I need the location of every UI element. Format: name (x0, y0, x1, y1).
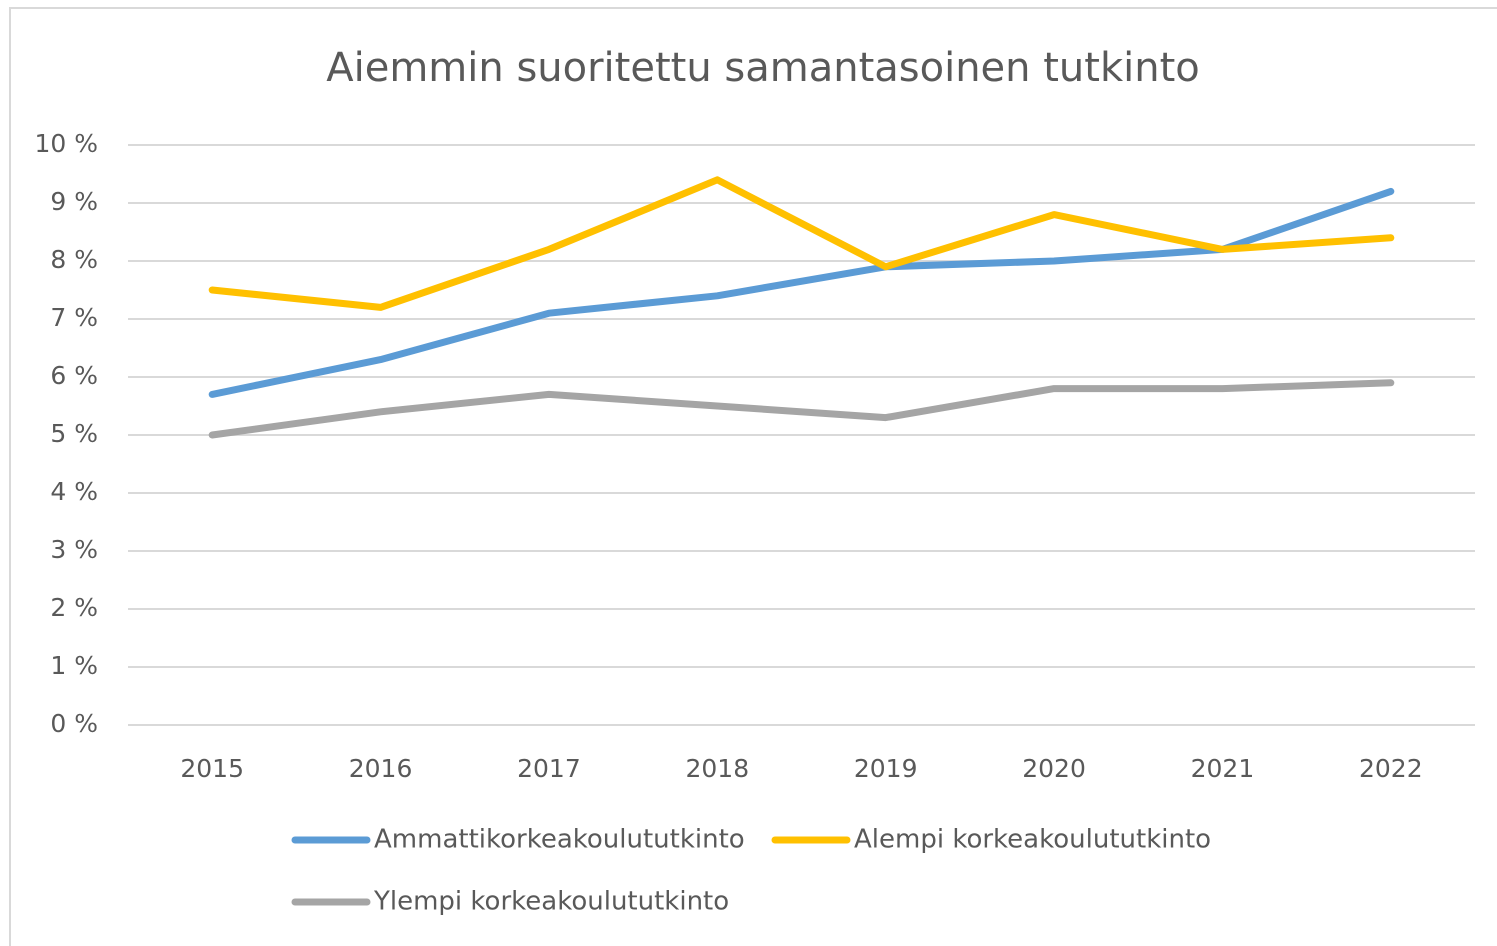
y-tick-label: 8 % (50, 245, 98, 274)
x-tick-label: 2018 (686, 754, 750, 783)
y-tick-label: 10 % (34, 129, 98, 158)
x-tick-label: 2020 (1022, 754, 1086, 783)
x-tick-label: 2019 (854, 754, 918, 783)
y-tick-label: 0 % (50, 709, 98, 738)
legend-label: Ammattikorkeakoulututkinto (374, 825, 745, 855)
y-tick-label: 2 % (50, 593, 98, 622)
x-tick-label: 2016 (349, 754, 413, 783)
y-tick-label: 6 % (50, 361, 98, 390)
x-tick-label: 2022 (1359, 754, 1423, 783)
x-tick-label: 2017 (517, 754, 581, 783)
chart-frame (9, 7, 1497, 946)
y-tick-label: 3 % (50, 535, 98, 564)
y-tick-label: 4 % (50, 477, 98, 506)
chart-title: Aiemmin suoritettu samantasoinen tutkint… (326, 45, 1199, 91)
y-tick-label: 5 % (50, 419, 98, 448)
series-line (208, 379, 1395, 439)
y-tick-label: 7 % (50, 303, 98, 332)
y-tick-label: 9 % (50, 187, 98, 216)
y-tick-label: 1 % (50, 651, 98, 680)
x-tick-label: 2015 (180, 754, 244, 783)
series-line (208, 187, 1395, 398)
legend-label: Alempi korkeakoulututkinto (854, 825, 1211, 855)
legend-label: Ylempi korkeakoulututkinto (373, 887, 729, 917)
series-line (208, 176, 1395, 311)
x-tick-label: 2021 (1191, 754, 1255, 783)
